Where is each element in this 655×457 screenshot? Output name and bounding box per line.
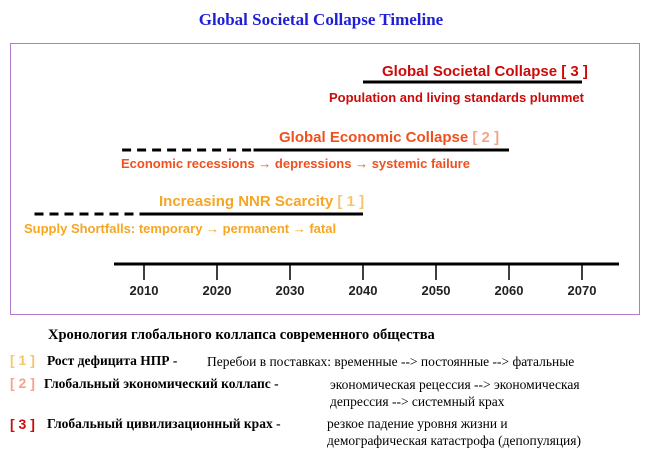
ru-row-3-number: [ 3 ] <box>10 416 35 432</box>
phase-3-title-text: Global Societal Collapse <box>382 63 558 80</box>
tick-label-2070: 2070 <box>567 283 597 298</box>
ru-row-1-heading: Рост дефицита НПР - <box>47 353 178 368</box>
phase-2-title-text: Global Economic Collapse <box>279 129 469 146</box>
ru-row-3-desc-line-1: резкое падение уровня жизни и <box>327 416 508 431</box>
phase-1-title-text: Increasing NNR Scarcity <box>159 193 334 210</box>
russian-title: Хронология глобального коллапса современ… <box>48 327 435 343</box>
phase-3-title: Global Societal Collapse [ 3 ] <box>382 63 588 80</box>
phase-1-title: Increasing NNR Scarcity [ 1 ] <box>159 193 364 210</box>
tick-label-2040: 2040 <box>348 283 378 298</box>
tick-label-2030: 2030 <box>275 283 305 298</box>
ru-row-3-desc-line-2: демографическая катастрофа (депопуляция) <box>327 433 581 448</box>
ru-row-2-desc-line-1: экономическая рецессия --> экономическая <box>330 377 580 392</box>
tick-label-2010: 2010 <box>129 283 159 298</box>
phase-1-subtitle: Supply Shortfalls: temporary → permanent… <box>24 221 337 236</box>
phase-3-number: [ 3 ] <box>561 63 588 80</box>
phase-2-subtitle: Economic recessions → depressions → syst… <box>121 156 470 171</box>
ru-row-2-desc-line-2: депрессия --> системный крах <box>330 394 505 409</box>
phase-3-subtitle: Population and living standards plummet <box>329 90 584 105</box>
phase-lines <box>34 80 582 216</box>
page-title: Global Societal Collapse Timeline <box>198 10 444 29</box>
ru-row-2-number: [ 2 ] <box>10 375 35 391</box>
tick-label-2050: 2050 <box>421 283 451 298</box>
phase-1-number: [ 1 ] <box>337 193 365 210</box>
axis-ticks <box>143 264 583 280</box>
timeline-frame <box>10 43 640 315</box>
ru-row-2-heading: Глобальный экономический коллапс - <box>44 376 279 391</box>
timeline-chart <box>34 80 619 280</box>
phase-2-number: [ 2 ] <box>472 129 500 146</box>
tick-label-2060: 2060 <box>494 283 524 298</box>
tick-label-2020: 2020 <box>202 283 232 298</box>
phase-2-title: Global Economic Collapse [ 2 ] <box>279 129 499 146</box>
ru-row-1-number: [ 1 ] <box>10 352 35 368</box>
ru-row-1-desc-line-1: Перебои в поставках: временные --> посто… <box>207 354 575 369</box>
ru-row-3-heading: Глобальный цивилизационный крах - <box>47 416 281 431</box>
